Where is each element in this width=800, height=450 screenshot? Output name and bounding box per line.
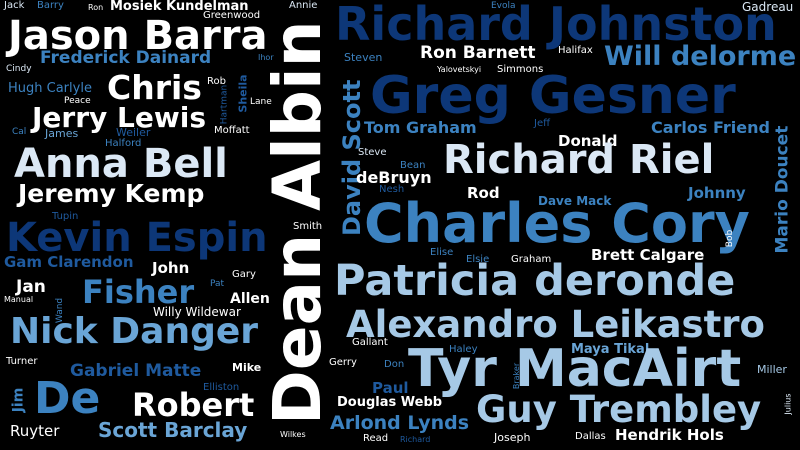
word-moffatt: Moffatt — [214, 125, 250, 136]
word-miller: Miller — [757, 363, 787, 376]
word-jeff: Jeff — [534, 118, 550, 129]
word-turner: Turner — [6, 356, 38, 367]
word-johnny: Johnny — [688, 184, 746, 202]
word-simmons: Simmons — [497, 64, 544, 75]
word-peace: Peace — [64, 96, 91, 106]
word-arlond-lynds: Arlond Lynds — [330, 412, 470, 434]
word-jan: Jan — [16, 277, 46, 297]
word-chris: Chris — [107, 68, 202, 107]
word-don: Don — [384, 359, 405, 370]
word-gadreau: Gadreau — [742, 0, 794, 14]
word-joseph: Joseph — [494, 431, 531, 444]
word-scott-barclay: Scott Barclay — [98, 418, 248, 442]
word-weiler: Weiler — [116, 126, 151, 139]
word-yalovetskyi: Yalovetskyi — [437, 65, 482, 74]
word-steve: Steve — [358, 147, 387, 158]
word-kevin-espin: Kevin Espin — [6, 215, 268, 261]
word-rod: Rod — [467, 184, 500, 202]
word-jim: Jim — [10, 387, 27, 413]
word-patricia-deronde: Patricia deronde — [334, 256, 736, 306]
word-guy-trembley: Guy Trembley — [476, 388, 762, 431]
word-dave-mack: Dave Mack — [538, 194, 612, 208]
word-richard-johnston: Richard Johnston — [335, 0, 777, 51]
word-mike: Mike — [232, 361, 262, 374]
word-ron: Ron — [88, 3, 104, 12]
word-richard: Richard — [400, 435, 431, 444]
word-tyr-macairt: Tyr MacAirt — [408, 339, 742, 399]
word-mario-doucet: Mario Doucet — [772, 125, 793, 254]
word-elise: Elise — [430, 247, 454, 258]
word-greenwood: Greenwood — [203, 10, 261, 21]
word-douglas-webb: Douglas Webb — [337, 395, 443, 410]
word-maya-tikal: Maya Tikal — [571, 342, 650, 357]
word-julius: Julius — [783, 393, 793, 415]
word-donald: Donald — [558, 132, 618, 150]
word-ihor: Ihor — [258, 53, 274, 62]
word-debruyn: deBruyn — [356, 168, 432, 187]
word-john: John — [152, 259, 190, 277]
word-graham: Graham — [511, 254, 552, 265]
word-pat: Pat — [210, 279, 225, 289]
word-greg-gesner: Greg Gesner — [370, 66, 736, 126]
word-steven: Steven — [344, 51, 383, 64]
word-manual: Manual — [4, 295, 34, 304]
word-dallas: Dallas — [575, 431, 606, 442]
word-paul: Paul — [372, 379, 409, 397]
word-rob: Rob — [207, 76, 226, 87]
word-jason-barra: Jason Barra — [8, 13, 268, 59]
word-gabriel-matte: Gabriel Matte — [70, 361, 202, 381]
word-willy-wildewar: Willy Wildewar — [153, 305, 241, 319]
word-nick-danger: Nick Danger — [10, 311, 259, 352]
word-james: James — [45, 127, 79, 140]
word-hartman: Hartman — [219, 84, 230, 125]
word-sheila: Sheila — [236, 74, 250, 113]
word-ron-barnett: Ron Barnett — [420, 43, 536, 63]
word-alexandro-leikastro: Alexandro Leikastro — [346, 303, 765, 346]
word-frederick-dainard: Frederick Dainard — [40, 48, 212, 68]
word-gallant: Gallant — [352, 337, 388, 348]
word-lane: Lane — [250, 97, 272, 107]
word-halford: Halford — [105, 138, 142, 149]
word-elliston: Elliston — [203, 382, 240, 393]
word-gam-clarendon: Gam Clarendon — [4, 253, 134, 271]
word-nesh: Nesh — [379, 184, 405, 195]
word-charles-cory: Charles Cory — [364, 192, 750, 255]
word-tom-graham: Tom Graham — [364, 118, 477, 137]
word-allen: Allen — [230, 291, 270, 307]
word-fisher: Fisher — [82, 273, 195, 311]
word-will-delorme: Will delorme — [604, 41, 797, 72]
word-de: De — [34, 373, 101, 424]
word-jeremy-kemp: Jeremy Kemp — [18, 179, 205, 208]
word-hugh-carlyle: Hugh Carlyle — [8, 81, 92, 96]
word-robert: Robert — [132, 386, 255, 424]
word-barry: Barry — [37, 0, 64, 11]
word-hendrik-hols: Hendrik Hols — [615, 426, 724, 444]
word-elsie: Elsie — [466, 254, 490, 265]
word-cal: Cal — [12, 127, 27, 137]
word-evola: Evola — [491, 1, 516, 11]
word-carlos-friend: Carlos Friend — [651, 118, 770, 137]
word-haley: Haley — [449, 344, 478, 355]
word-annie: Annie — [289, 0, 318, 11]
word-jerry-lewis: Jerry Lewis — [32, 101, 206, 134]
word-richard-riel: Richard Riel — [443, 137, 715, 183]
word-bean: Bean — [400, 160, 426, 171]
word-jack: Jack — [4, 0, 25, 11]
word-wilkes: Wilkes — [280, 430, 306, 439]
word-anna-bell: Anna Bell — [14, 141, 228, 187]
word-brett-calgare: Brett Calgare — [591, 246, 705, 264]
word-gary: Gary — [232, 269, 256, 280]
word-gerry: Gerry — [329, 357, 357, 368]
word-halifax: Halifax — [558, 45, 593, 56]
word-mosiek-kundelman: Mosiek Kundelman — [110, 0, 249, 14]
word-ruyter: Ruyter — [10, 422, 60, 440]
word-smith: Smith — [293, 221, 323, 232]
word-cindy: Cindy — [6, 64, 32, 74]
word-read: Read — [363, 433, 389, 444]
word-tupin: Tupin — [52, 211, 79, 222]
word-bob: Bob — [725, 229, 736, 248]
